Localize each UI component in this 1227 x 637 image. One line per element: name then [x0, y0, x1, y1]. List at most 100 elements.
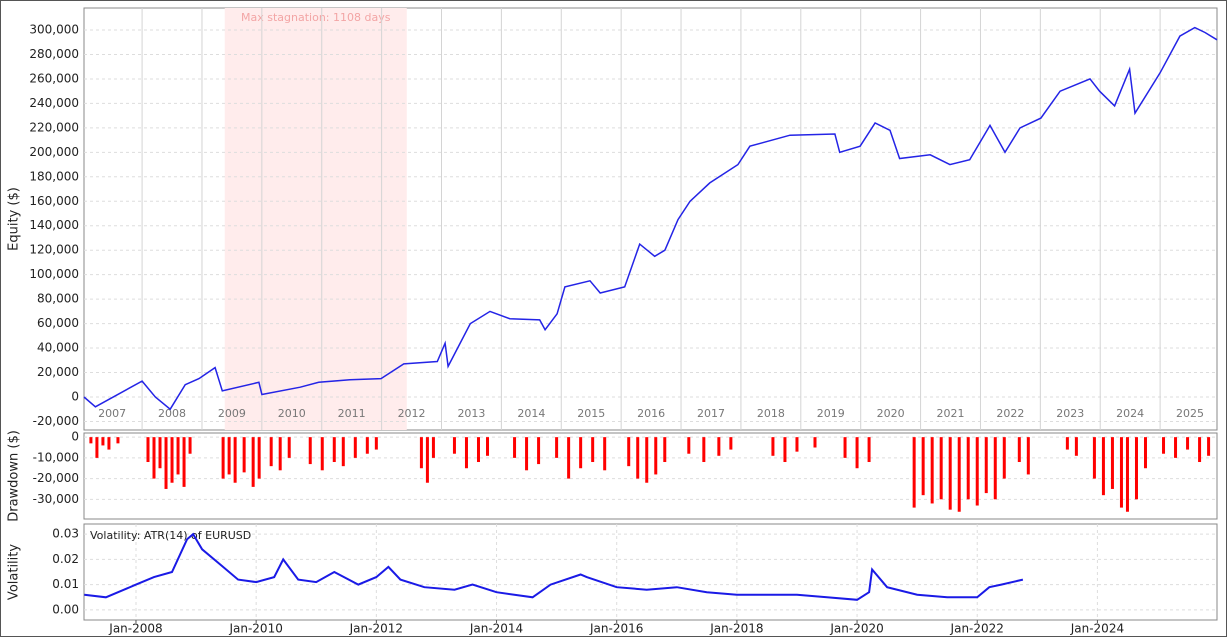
drawdown-bar [1207, 437, 1211, 456]
x-tick-label: Jan-2010 [228, 622, 282, 636]
year-label: 2011 [338, 407, 366, 420]
drawdown-bar [654, 437, 658, 475]
y-tick-label: 0.02 [52, 552, 79, 566]
drawdown-bar [164, 437, 168, 489]
x-tick-label: Jan-2016 [589, 622, 643, 636]
drawdown-bar [525, 437, 529, 471]
drawdown-bar [1110, 437, 1114, 489]
drawdown-bar [89, 437, 93, 444]
drawdown-bar [771, 437, 775, 456]
drawdown-bar [993, 437, 997, 500]
drawdown-bar [158, 437, 162, 469]
drawdown-bar [116, 437, 120, 444]
drawdown-bar [1125, 437, 1129, 512]
y-tick-label: 0 [71, 389, 79, 403]
panel-title: Volatility: ATR(14) of EURUSD [90, 529, 251, 542]
drawdown-bar [269, 437, 273, 467]
drawdown-bar [233, 437, 237, 483]
drawdown-bar [663, 437, 667, 463]
drawdown-bar [702, 437, 706, 463]
y-axis-label: Drawdown ($) [7, 430, 22, 522]
y-tick-label: 0.03 [52, 527, 79, 541]
y-tick-label: 220,000 [29, 120, 79, 134]
drawdown-bar [783, 437, 787, 463]
y-tick-label: 0.00 [52, 602, 79, 616]
drawdown-bar [729, 437, 733, 450]
drawdown-bar [464, 437, 468, 469]
drawdown-bar [1065, 437, 1069, 450]
y-tick-label: -20,000 [33, 414, 79, 428]
drawdown-bar [486, 437, 490, 456]
x-tick-label: Jan-2014 [469, 622, 523, 636]
year-label: 2017 [697, 407, 725, 420]
drawdown-bar [855, 437, 859, 469]
drawdown-bar [419, 437, 423, 469]
drawdown-bar [182, 437, 186, 487]
drawdown-bar [1162, 437, 1166, 454]
y-axis-label: Volatility [7, 544, 22, 600]
drawdown-bar [365, 437, 369, 454]
y-tick-label: 180,000 [29, 169, 79, 183]
drawdown-bar [957, 437, 961, 512]
year-label: 2020 [877, 407, 905, 420]
year-label: 2012 [398, 407, 426, 420]
y-tick-label: 0 [71, 430, 79, 444]
drawdown-bar [188, 437, 192, 454]
year-label: 2013 [457, 407, 485, 420]
equity-line [84, 532, 1024, 601]
drawdown-bar [1186, 437, 1190, 450]
y-tick-label: -10,000 [33, 450, 79, 464]
drawdown-bar [101, 437, 105, 446]
drawdown-bar [287, 437, 291, 458]
year-label: 2018 [757, 407, 785, 420]
drawdown-bar [320, 437, 324, 471]
drawdown-bar [170, 437, 174, 483]
drawdown-bar [1134, 437, 1138, 500]
drawdown-bar [95, 437, 99, 458]
drawdown-bar [341, 437, 345, 467]
y-tick-label: 160,000 [29, 194, 79, 208]
drawdown-bar [966, 437, 970, 500]
drawdown-bar [1026, 437, 1030, 475]
y-tick-label: 80,000 [37, 292, 79, 306]
drawdown-bar [591, 437, 595, 463]
drawdown-bar [221, 437, 225, 479]
stagnation-label: Max stagnation: 1108 days [241, 11, 391, 24]
drawdown-bar [1017, 437, 1021, 463]
y-tick-label: -20,000 [33, 471, 79, 485]
x-tick-label: Jan-2020 [829, 622, 883, 636]
drawdown-bar [332, 437, 336, 463]
drawdown-bar [567, 437, 571, 479]
drawdown-bar [308, 437, 312, 465]
y-tick-label: 200,000 [29, 145, 79, 159]
y-axis-label: Equity ($) [7, 187, 22, 251]
drawdown-bar [452, 437, 456, 454]
drawdown-bar [1101, 437, 1105, 496]
drawdown-bar [948, 437, 952, 510]
drawdown-bar [555, 437, 559, 458]
drawdown-bar [1198, 437, 1202, 463]
drawdown-bar [152, 437, 156, 479]
drawdown-bar [984, 437, 988, 494]
drawdown-bar [1119, 437, 1123, 508]
drawdown-bar [251, 437, 255, 487]
drawdown-bar [975, 437, 979, 506]
y-tick-label: 300,000 [29, 23, 79, 37]
year-label: 2021 [937, 407, 965, 420]
drawdown-bar [176, 437, 180, 475]
drawdown-bar [431, 437, 435, 458]
drawdown-bar [257, 437, 261, 479]
year-label: 2019 [817, 407, 845, 420]
drawdown-bar [645, 437, 649, 483]
y-tick-label: 40,000 [37, 341, 79, 355]
y-tick-label: 100,000 [29, 267, 79, 281]
drawdown-bar [513, 437, 517, 458]
x-tick-label: Jan-2008 [108, 622, 162, 636]
year-label: 2009 [218, 407, 246, 420]
drawdown-bar [795, 437, 799, 452]
y-tick-label: 20,000 [37, 365, 79, 379]
equity-line [83, 26, 1218, 411]
drawdown-bar [374, 437, 378, 450]
year-label: 2023 [1056, 407, 1084, 420]
